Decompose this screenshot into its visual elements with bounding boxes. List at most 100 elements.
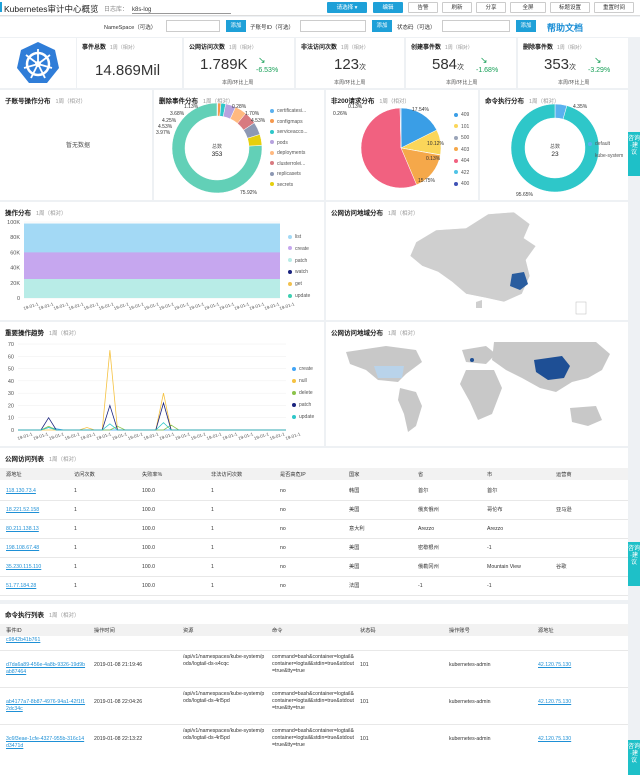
x-tick-label: 19-01-1 xyxy=(269,431,286,441)
table-cell: -1 xyxy=(487,545,492,551)
legend-item[interactable]: deployments xyxy=(270,148,308,159)
panel-period: 1周（相对） xyxy=(529,99,560,105)
cmd-legend: default kube-system xyxy=(588,138,623,162)
pct-label: 1.13% xyxy=(184,104,199,110)
slice-400[interactable] xyxy=(400,107,402,149)
legend-item[interactable]: certificatesi... xyxy=(270,106,308,117)
legend-item[interactable]: 409 xyxy=(454,110,469,122)
panel-title: 重要操作趋势 xyxy=(5,330,44,337)
legend-item[interactable]: 400 xyxy=(454,179,469,191)
kpi-unit: 次 xyxy=(359,64,367,71)
source-ip-link[interactable]: 42.120.75.130 xyxy=(538,699,572,705)
legend-item[interactable]: secrets xyxy=(270,180,308,191)
col-header[interactable]: 事件ID xyxy=(6,628,22,634)
slice-404[interactable] xyxy=(360,107,417,189)
refresh-button[interactable]: 刷新 xyxy=(442,2,472,13)
legend-item[interactable]: list xyxy=(288,232,310,244)
table-cell: /api/v1/namespaces/kube-system/pods/logt… xyxy=(183,728,265,741)
col-header[interactable]: 状态码 xyxy=(360,628,376,634)
col-header[interactable]: 命令 xyxy=(272,628,283,634)
legend-item[interactable]: update xyxy=(288,291,310,303)
namespace-add-button[interactable]: 添加 xyxy=(226,20,246,32)
legend-item[interactable]: create xyxy=(292,363,314,375)
source-ip-link[interactable]: 51.77.184.28 xyxy=(6,583,37,589)
cmd-exec-table-panel: 命令执行列表 1周（相对） 事件ID 操作时间 资源 命令 状态码 操作账号 源地… xyxy=(0,604,640,775)
event-id-link[interactable]: d7da6a89-456e-4a8b-9326-19d9bab87464 xyxy=(6,662,86,675)
col-header[interactable]: 访问次数 xyxy=(74,472,95,478)
legend-item[interactable]: 422 xyxy=(454,168,469,180)
reset-time-button[interactable]: 重置时间 xyxy=(594,2,634,13)
kpi-value: 14.869Mil xyxy=(95,62,161,79)
source-ip-link[interactable]: 80.211.138.13 xyxy=(6,526,39,532)
legend-item[interactable]: kube-system xyxy=(588,150,623,162)
share-button[interactable]: 分享 xyxy=(476,2,506,13)
slice-other[interactable] xyxy=(171,102,263,194)
col-header[interactable]: 操作账号 xyxy=(449,628,470,634)
col-header[interactable]: 非法访问次数 xyxy=(211,472,243,478)
legend-item[interactable]: update xyxy=(292,411,314,423)
legend-item[interactable]: patch xyxy=(288,256,310,268)
legend-item[interactable]: 403 xyxy=(454,145,469,157)
time-select-button[interactable]: 请选择 ▾ xyxy=(327,2,367,13)
side-tab[interactable]: 咨询·建议 xyxy=(628,542,640,586)
col-header[interactable]: 源地址 xyxy=(6,472,22,478)
legend-item[interactable]: null xyxy=(292,375,314,387)
legend-item[interactable]: get xyxy=(288,279,310,291)
side-tab[interactable]: 咨询·建议 xyxy=(628,740,640,775)
table-cell: 法国 xyxy=(349,583,360,589)
slice-kubesystem[interactable] xyxy=(510,103,600,193)
col-header[interactable]: 省 xyxy=(418,472,424,478)
event-id-link[interactable]: 3c6f3eae-1cfe-4327-955b-316c14d3471d xyxy=(6,736,85,749)
source-ip-link[interactable]: 42.120.75.130 xyxy=(538,736,572,742)
event-id-link[interactable]: c9842b41b761 xyxy=(6,637,41,643)
col-header[interactable]: 国家 xyxy=(349,472,360,478)
source-ip-link[interactable]: 18.221.52.158 xyxy=(6,507,40,513)
side-tab[interactable]: 咨询·建议 xyxy=(628,132,640,176)
source-ip-link[interactable]: 42.120.75.130 xyxy=(538,662,572,668)
legend-item[interactable]: replicasets xyxy=(270,169,308,180)
pct-label: 0.26% xyxy=(333,111,348,117)
status-code-add-button[interactable]: 添加 xyxy=(516,20,536,32)
source-ip-link[interactable]: 198.108.67.48 xyxy=(6,545,40,551)
col-header[interactable]: 失败率% xyxy=(142,472,163,478)
col-header[interactable]: 资源 xyxy=(183,628,194,634)
fullscreen-button[interactable]: 全屏 xyxy=(510,2,546,13)
logstore-selector[interactable]: 日志库： k8s-log xyxy=(104,4,232,14)
legend-item[interactable]: clusterrolei... xyxy=(270,159,308,170)
alert-button[interactable]: 告警 xyxy=(408,2,438,13)
legend-item[interactable]: default xyxy=(588,138,623,150)
kpi-delete-events: 删除事件数 1周（相对） 353次 ↘ -3.29% 本周/环比上周 xyxy=(518,38,628,88)
legend-item[interactable]: configmaps xyxy=(270,117,308,128)
legend-item[interactable]: serviceacco... xyxy=(270,127,308,138)
status-code-input[interactable] xyxy=(442,20,510,32)
namespace-input[interactable] xyxy=(166,20,220,32)
source-ip-link[interactable]: 35.230.115.110 xyxy=(6,564,42,570)
col-header[interactable]: 运营商 xyxy=(556,472,572,478)
table-cell: 美国 xyxy=(349,545,360,551)
source-ip-link[interactable]: 118.130.73.4 xyxy=(6,488,36,494)
col-header[interactable]: 操作时间 xyxy=(94,628,115,634)
legend-item[interactable]: create xyxy=(288,244,310,256)
legend-item[interactable]: 404 xyxy=(454,156,469,168)
legend-item[interactable]: watch xyxy=(288,267,310,279)
sub-account-input[interactable] xyxy=(300,20,366,32)
legend-item[interactable]: 500 xyxy=(454,133,469,145)
col-header[interactable]: 市 xyxy=(487,472,493,478)
help-doc-link[interactable]: 帮助文档 xyxy=(547,23,584,33)
legend-item[interactable]: 101 xyxy=(454,122,469,134)
legend-item[interactable]: patch xyxy=(292,399,314,411)
ops-legend: list create patch watch get update xyxy=(288,232,310,303)
table-cell: 100.0 xyxy=(142,507,155,513)
sub-account-add-button[interactable]: 添加 xyxy=(372,20,392,32)
legend-item[interactable]: delete xyxy=(292,387,314,399)
col-header[interactable]: 是否高危IP xyxy=(280,472,306,478)
title-settings-button[interactable]: 标题设置 xyxy=(550,2,590,13)
col-header[interactable]: 源地址 xyxy=(538,628,554,634)
slice-409[interactable] xyxy=(400,107,438,149)
menu-icon[interactable] xyxy=(0,2,2,12)
event-id-link[interactable]: ab4177a7-8b87-4976-94a1-42f1f12dc34c xyxy=(6,699,86,712)
pct-label: 1.70% xyxy=(245,111,260,117)
legend-item[interactable]: pods xyxy=(270,138,308,149)
edit-button[interactable]: 编辑 xyxy=(373,2,403,13)
